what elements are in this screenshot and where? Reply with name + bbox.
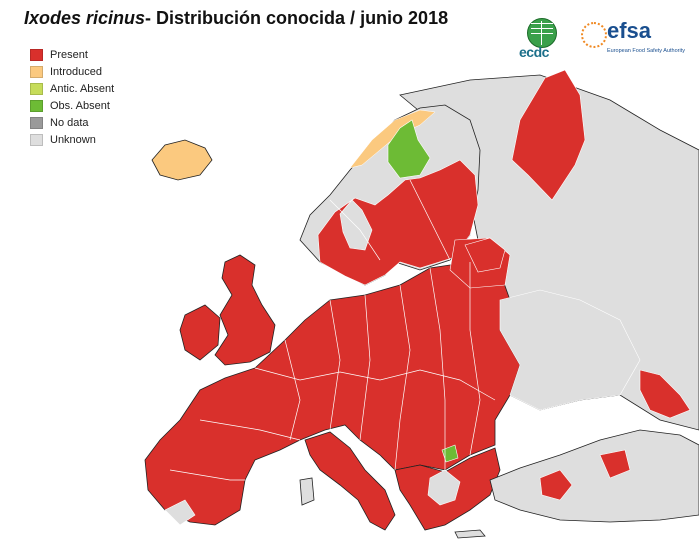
legend-label: Obs. Absent — [50, 99, 110, 112]
map-legend: Present Introduced Antic. Absent Obs. Ab… — [30, 46, 114, 148]
legend-swatch-introduced — [30, 65, 43, 78]
globe-icon — [527, 18, 557, 48]
region-great-britain — [214, 254, 276, 366]
efsa-logo-subtitle: European Food Safety Authority — [607, 48, 685, 54]
legend-swatch-antic-absent — [30, 82, 43, 95]
region-italy — [304, 431, 396, 531]
title-rest: - Distribución conocida / junio 2018 — [145, 8, 449, 28]
title-species: Ixodes ricinus — [24, 8, 146, 28]
region-caucasus-present — [639, 369, 691, 419]
legend-item-no-data: No data — [30, 114, 114, 131]
legend-swatch-unknown — [30, 133, 43, 146]
region-finland-north-obs-absent — [387, 119, 431, 179]
legend-item-introduced: Introduced — [30, 63, 114, 80]
region-sardinia — [299, 477, 315, 506]
region-sweden-present — [317, 159, 479, 286]
legend-item-obs-absent: Obs. Absent — [30, 97, 114, 114]
region-russia-present-west — [464, 237, 506, 273]
region-turkey-present-1 — [539, 469, 573, 501]
region-russia-present-north — [511, 69, 586, 201]
efsa-logo: efsa European Food Safety Authority — [581, 18, 689, 62]
map-title: Ixodes ricinus- Distribución conocida / … — [24, 8, 448, 29]
region-continental-europe — [144, 261, 521, 526]
legend-item-antic-absent: Antic. Absent — [30, 80, 114, 97]
region-turkey-present-2 — [599, 449, 631, 479]
region-borders — [169, 179, 496, 481]
efsa-logo-text: efsa — [607, 18, 652, 43]
legend-label: No data — [50, 116, 89, 129]
region-crete — [454, 529, 486, 539]
region-iceland — [151, 139, 213, 181]
legend-label: Unknown — [50, 133, 96, 146]
legend-item-present: Present — [30, 46, 114, 63]
legend-swatch-obs-absent — [30, 99, 43, 112]
region-norway-coast-unknown — [339, 199, 373, 251]
ecdc-logo-text: ecdc — [519, 44, 549, 60]
region-iberia-unknown — [164, 499, 196, 526]
logo-group: ecdc efsa European Food Safety Authority — [519, 18, 689, 62]
legend-label: Introduced — [50, 65, 102, 78]
legend-swatch-present — [30, 48, 43, 61]
ecdc-logo: ecdc — [519, 18, 567, 62]
legend-label: Present — [50, 48, 88, 61]
region-turkey — [489, 429, 699, 523]
legend-item-unknown: Unknown — [30, 131, 114, 148]
efsa-mark-icon — [581, 22, 607, 48]
region-ireland — [179, 304, 221, 361]
legend-swatch-no-data — [30, 116, 43, 129]
region-ukraine-unknown — [499, 289, 641, 411]
legend-label: Antic. Absent — [50, 82, 115, 95]
